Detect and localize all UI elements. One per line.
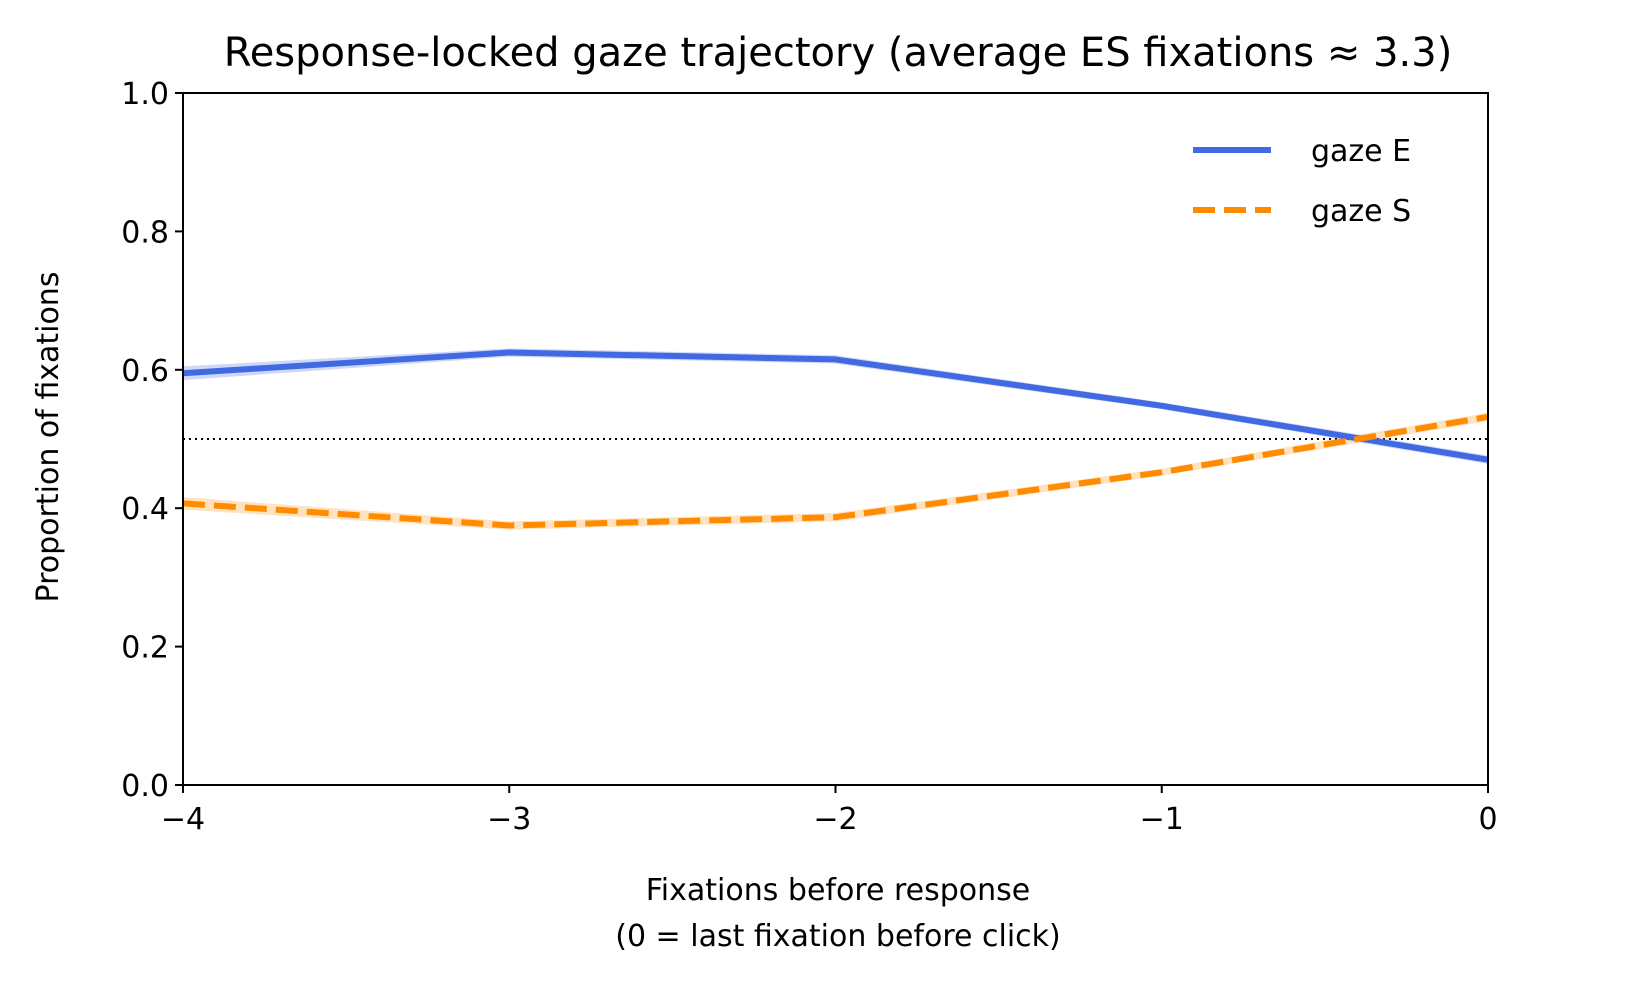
chart-title: Response-locked gaze trajectory (average… — [224, 30, 1453, 76]
legend-label-series-1: gaze S — [1311, 194, 1411, 229]
legend-label-series-0: gaze E — [1311, 134, 1411, 169]
x-tick-label: −3 — [487, 802, 531, 837]
x-axis-label-line1: Fixations before response — [646, 873, 1031, 908]
x-tick-label: 0 — [1478, 802, 1497, 837]
y-tick-label: 1.0 — [121, 77, 169, 112]
y-tick-label: 0.8 — [121, 215, 169, 250]
y-axis-label: Proportion of fixations — [31, 272, 66, 603]
y-tick-label: 0.0 — [121, 769, 169, 804]
y-tick-label: 0.6 — [121, 354, 169, 389]
x-tick-label: −4 — [161, 802, 205, 837]
x-axis-label-line2: (0 = last fixation before click) — [615, 919, 1061, 954]
x-tick-label: −1 — [1140, 802, 1184, 837]
x-tick-label: −2 — [813, 802, 857, 837]
y-tick-label: 0.4 — [121, 492, 169, 527]
y-tick-label: 0.2 — [121, 631, 169, 666]
